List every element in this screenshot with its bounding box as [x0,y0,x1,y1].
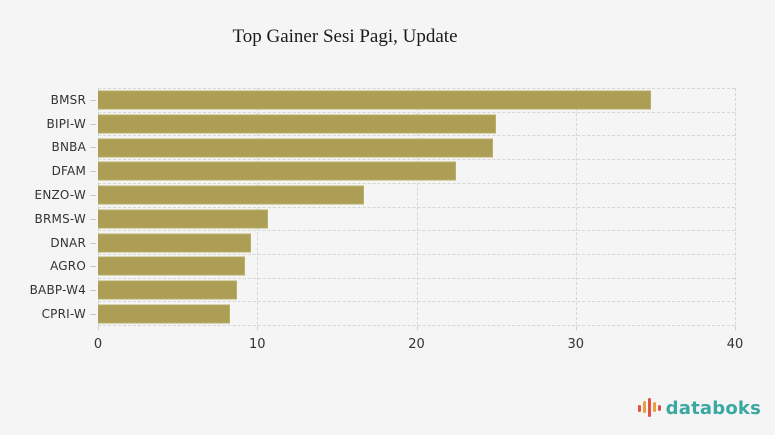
y-tick-label-BMSR: BMSR [0,88,98,112]
y-tick-label-ENZO-W: ENZO-W [0,183,98,207]
y-tick-mark [90,290,96,292]
databoks-logo: databoks [637,395,761,422]
category-label: BMSR [50,92,86,107]
chart-row-DNAR [98,230,735,254]
category-label: BIPI-W [46,116,86,131]
chart-row-BIPI-W [98,111,735,136]
x-tick-mark [416,326,418,330]
x-axis-labels: 0 10 20 30 40 [94,337,743,357]
x-tick-label-30: 30 [567,337,585,352]
chart-row-BRMS-W [98,206,735,231]
y-tick-label-BIPI-W: BIPI-W [0,112,98,136]
y-tick-mark [90,266,96,268]
x-tick-label-10: 10 [248,337,266,352]
databoks-bar-chart-icon [637,398,661,417]
chart-row-BMSR [98,88,735,112]
chart-row-BNBA [98,135,735,159]
chart-row-AGRO [98,253,735,278]
y-tick-mark [90,314,96,316]
y-tick-label-CPRI-W: CPRI-W [0,302,98,326]
bar-BRMS-W [98,209,269,229]
databoks-wordmark: databoks [665,398,761,419]
y-tick-mark [90,218,96,220]
y-tick-label-BRMS-W: BRMS-W [0,207,98,231]
y-tick-label-BABP-W4: BABP-W4 [0,278,98,302]
x-tick-label-20: 20 [408,337,425,352]
y-tick-label-DFAM: DFAM [0,159,98,183]
category-label: BNBA [51,140,86,155]
bar-BABP-W4 [98,280,237,300]
x-tick-label-0: 0 [93,337,103,352]
y-tick-mark [90,242,96,244]
y-tick-mark [90,123,96,125]
category-label: BRMS-W [34,211,86,226]
bar-DFAM [98,161,457,181]
y-tick-mark [90,195,96,197]
x-tick-mark [575,326,577,330]
chart-row-BABP-W4 [98,277,735,302]
category-label: ENZO-W [34,188,86,203]
x-tick-mark [98,326,99,330]
y-tick-mark [90,99,96,101]
chart-row-CPRI-W [98,301,735,325]
bar-CPRI-W [98,304,231,324]
x-tick-label-40: 40 [726,337,744,352]
bar-ENZO-W [98,185,364,205]
category-label: DFAM [51,164,86,179]
y-tick-label-AGRO: AGRO [0,255,98,279]
gridline-x-40 [735,88,736,325]
x-tick-mark [735,326,736,330]
chart-row-DFAM [98,159,735,183]
bar-AGRO [98,256,245,276]
y-axis-labels: BMSR BIPI-W BNBA DFAM ENZO-W BRMS-W DNAR AGRO BA… [0,88,98,326]
x-tick-mark [257,326,259,330]
y-tick-mark [90,147,96,149]
plot-area [98,88,736,330]
bar-BMSR [98,90,651,110]
y-tick-mark [90,171,96,173]
bar-DNAR [98,233,251,253]
y-tick-label-BNBA: BNBA [0,136,98,160]
category-label: DNAR [50,235,86,250]
y-tick-label-DNAR: DNAR [0,231,98,255]
category-label: AGRO [50,259,86,274]
chart-title: Top Gainer Sesi Pagi, Update [232,26,458,47]
chart-row-ENZO-W [98,182,735,207]
bar-BIPI-W [98,114,497,134]
bar-BNBA [98,138,493,158]
category-label: CPRI-W [41,307,86,322]
category-label: BABP-W4 [29,283,86,298]
